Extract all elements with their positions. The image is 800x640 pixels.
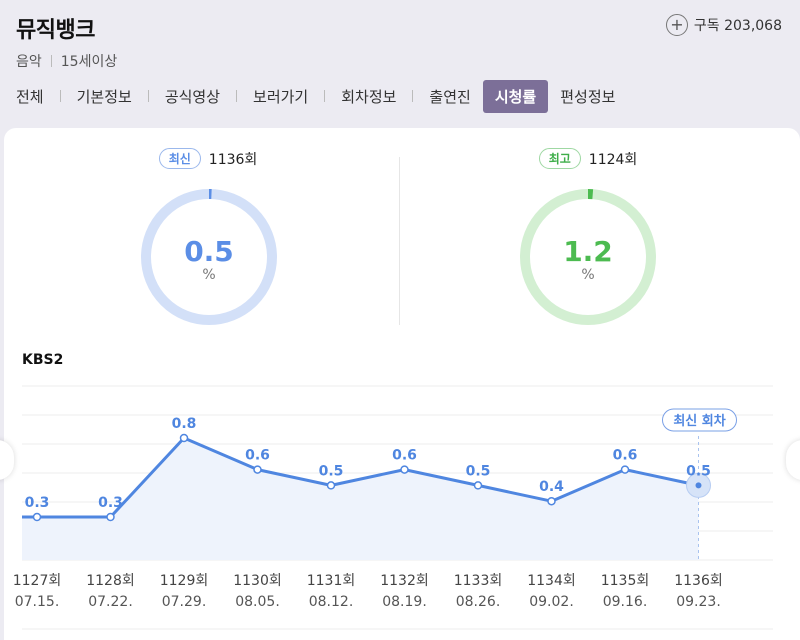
data-point [620, 465, 630, 474]
channel-label: KBS2 [22, 352, 64, 368]
tab-cast[interactable]: 출연진 [429, 87, 471, 106]
tab-basic-info[interactable]: 기본정보 [76, 87, 132, 106]
data-point [326, 481, 336, 490]
program-meta: 음악 15세이상 [16, 51, 117, 71]
x-date-label: 08.26. [456, 594, 501, 610]
data-point [106, 512, 115, 522]
data-label: 0.4 [539, 479, 564, 495]
data-point [179, 433, 189, 443]
chart-area-fill [22, 438, 699, 560]
x-tick-label: 1134회 [527, 573, 576, 589]
program-title: 뮤직뱅크 [16, 18, 95, 43]
data-label: 0.5 [686, 463, 711, 479]
subscribe-label: 구독 203,068 [693, 18, 782, 34]
tab-ratings[interactable]: 시청률 [482, 79, 549, 113]
plus-icon: + [665, 14, 688, 36]
tab-official-video[interactable]: 공식영상 [164, 87, 221, 106]
best-rating-header: 최고 1124회 [488, 148, 688, 169]
best-rating-value: 1.2 [563, 235, 613, 268]
data-label: 0.3 [98, 495, 123, 511]
data-point [400, 465, 409, 474]
tab-divider [147, 90, 149, 102]
x-date-label: 08.12. [309, 594, 354, 610]
tab-episodes[interactable]: 회차정보 [341, 87, 397, 106]
x-tick-label: 1127회 [13, 573, 62, 589]
ratings-line-chart: 0.3 1127회 07.15. 0.3 1128회 07.22. 0.8 1129회 07.2… [13, 385, 773, 630]
x-date-label: 09.23. [676, 594, 721, 610]
x-date-label: 07.22. [88, 594, 133, 610]
tab-divider [412, 90, 414, 102]
x-date-label: 08.19. [382, 594, 427, 610]
data-point [473, 481, 483, 490]
x-tick-label: 1130회 [233, 573, 282, 589]
tab-bar: 전체 기본정보 공식영상 보러가기 회차정보 출연진 시청률 편성정보 [0, 79, 621, 113]
data-label: 0.8 [172, 416, 197, 432]
tab-divider [324, 90, 326, 102]
best-rating-ring [520, 189, 656, 325]
x-date-label: 08.05. [235, 594, 280, 610]
best-episode: 1124회 [588, 151, 638, 168]
x-tick-label: 1128회 [86, 573, 135, 589]
scroll-right-button[interactable] [786, 440, 800, 480]
tab-divider [236, 90, 238, 102]
data-label: 0.6 [613, 448, 638, 464]
latest-rating-unit: % [202, 267, 216, 283]
x-date-label: 09.02. [529, 594, 574, 610]
genre-label: 음악 [16, 54, 42, 70]
x-date-label: 07.15. [15, 594, 60, 610]
latest-badge: 최신 [158, 148, 201, 169]
subscribe-button[interactable]: + 구독 203,068 [665, 14, 782, 36]
meta-divider [50, 55, 52, 67]
x-tick-label: 1136회 [674, 573, 723, 589]
best-badge: 최고 [538, 148, 581, 169]
x-tick-label: 1129회 [160, 573, 209, 589]
tab-all[interactable]: 전체 [16, 87, 44, 106]
x-tick-label: 1135회 [601, 573, 650, 589]
latest-episode-tag [662, 408, 737, 432]
best-rating-unit: % [581, 267, 595, 283]
tab-schedule[interactable]: 편성정보 [560, 87, 616, 106]
tab-watch[interactable]: 보러가기 [253, 87, 309, 106]
tab-divider [59, 90, 61, 102]
x-date-label: 07.29. [162, 594, 207, 610]
data-label: 0.5 [466, 463, 491, 479]
x-date-label: 09.16. [603, 594, 648, 610]
x-tick-label: 1133회 [454, 573, 503, 589]
data-point [695, 482, 702, 489]
data-label: 0.3 [25, 495, 50, 511]
data-label: 0.6 [392, 448, 417, 464]
data-point [547, 496, 556, 506]
scroll-left-button[interactable] [0, 440, 14, 480]
latest-rating-header: 최신 1136회 [108, 148, 308, 169]
data-label: 0.6 [245, 448, 270, 464]
rating-label: 15세이상 [60, 54, 118, 70]
x-tick-label: 1132회 [380, 573, 429, 589]
latest-episode-tag-label: 최신 회차 [673, 413, 725, 429]
data-point [253, 465, 262, 474]
stat-divider [399, 157, 400, 325]
latest-episode: 1136회 [208, 151, 258, 168]
x-tick-label: 1131회 [307, 573, 356, 589]
data-label: 0.5 [319, 463, 344, 479]
latest-rating-ring [141, 189, 277, 325]
latest-rating-value: 0.5 [184, 235, 234, 268]
data-point [32, 512, 42, 522]
